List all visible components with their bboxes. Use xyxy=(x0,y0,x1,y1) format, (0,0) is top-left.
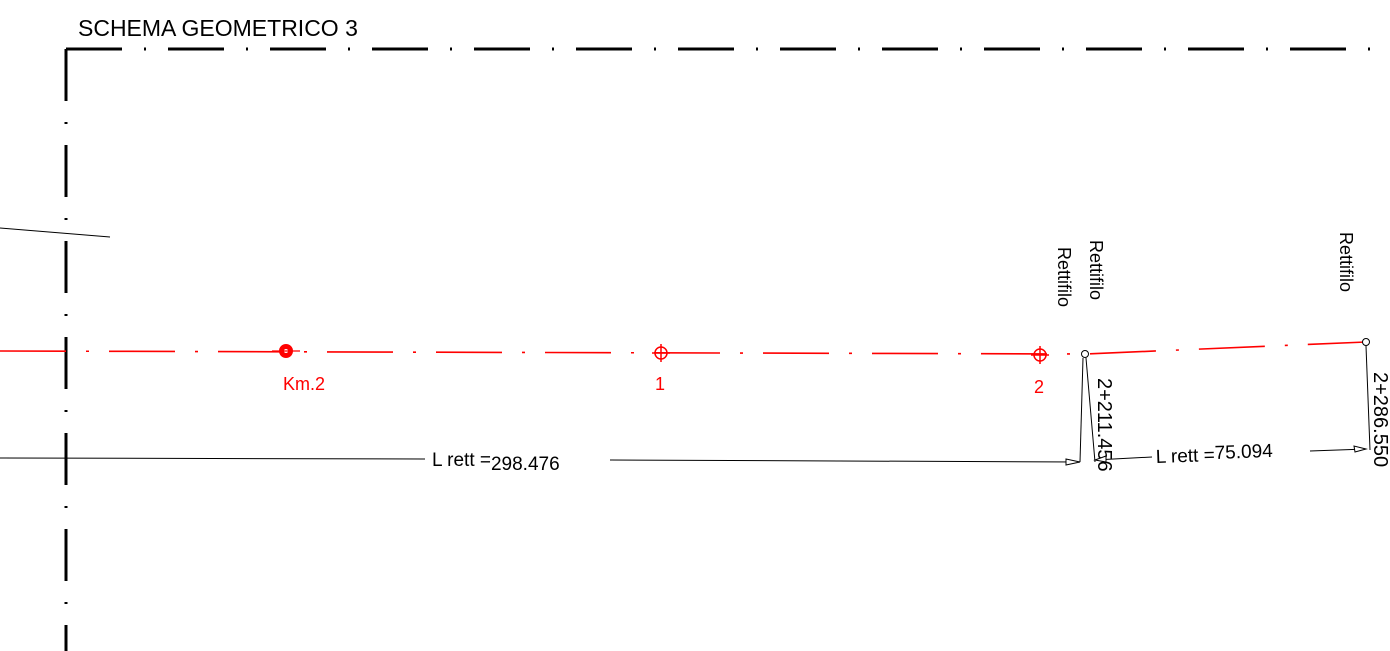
dimension-line-1 xyxy=(0,457,426,460)
alignment-axis xyxy=(0,341,1367,355)
dimension-value-1: 298.476 xyxy=(491,454,560,475)
dimension-label-2: L rett =75.094 xyxy=(1155,441,1273,468)
station-tick-1b xyxy=(1085,357,1096,463)
dimension-arrow-2-left xyxy=(1093,455,1107,463)
dimension-prefix-1: L rett = xyxy=(432,450,491,471)
station-node-2 xyxy=(1362,338,1370,346)
rettifilo-label-c: Rettifilo xyxy=(1336,232,1356,292)
point-2-marker xyxy=(1031,346,1049,364)
point-1-marker xyxy=(652,344,670,362)
station-label-2: 2+286.550 xyxy=(1369,372,1390,467)
point-1-label: 1 xyxy=(655,374,665,394)
station-tick-2 xyxy=(1365,345,1371,451)
scheme-title: SCHEMA GEOMETRICO 3 xyxy=(78,15,358,41)
station-label-1: 2+211.456 xyxy=(1093,378,1115,472)
point-2-label: 2 xyxy=(1034,377,1044,397)
dimension-line-1-right xyxy=(609,459,1081,463)
dimension-value-2: 75.094 xyxy=(1214,441,1273,464)
rettifilo-label-b: Rettifilo xyxy=(1086,240,1106,300)
rettifilo-label-a: Rettifilo xyxy=(1054,247,1074,307)
dimension-prefix-2: L rett = xyxy=(1155,445,1215,468)
reference-line-left xyxy=(0,227,111,238)
km-marker xyxy=(272,344,300,358)
km-marker-label: Km.2 xyxy=(283,374,325,394)
dimension-arrow-1 xyxy=(1065,458,1081,466)
station-node-1 xyxy=(1081,350,1089,358)
dimension-label-1: L rett =298.476 xyxy=(432,450,560,475)
dimension-arrow-2-right xyxy=(1353,445,1368,453)
station-tick-1a xyxy=(1079,357,1084,463)
